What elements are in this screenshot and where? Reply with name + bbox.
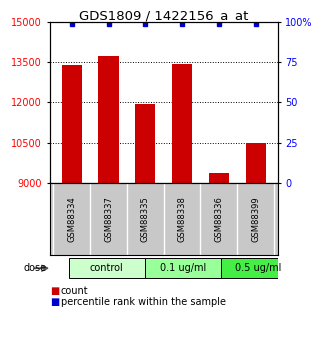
Bar — [172, 64, 192, 183]
Text: GSM88334: GSM88334 — [67, 196, 76, 242]
Text: count: count — [61, 286, 89, 296]
Bar — [209, 173, 229, 183]
Bar — [62, 65, 82, 183]
Bar — [99, 56, 119, 183]
Text: GSM88335: GSM88335 — [141, 196, 150, 242]
Bar — [69, 258, 145, 278]
Text: 0.5 ug/ml: 0.5 ug/ml — [236, 263, 282, 273]
Bar — [221, 258, 297, 278]
Bar — [246, 142, 266, 183]
Text: control: control — [90, 263, 124, 273]
Text: ■: ■ — [50, 297, 59, 307]
Text: dose: dose — [23, 263, 47, 273]
Text: percentile rank within the sample: percentile rank within the sample — [61, 297, 226, 307]
Text: GSM88399: GSM88399 — [251, 196, 260, 242]
Text: GSM88337: GSM88337 — [104, 196, 113, 242]
Text: ■: ■ — [50, 286, 59, 296]
Bar — [145, 258, 221, 278]
Text: GSM88338: GSM88338 — [178, 196, 187, 242]
Text: GSM88336: GSM88336 — [214, 196, 223, 242]
Bar — [135, 104, 155, 183]
Title: GDS1809 / 1422156_a_at: GDS1809 / 1422156_a_at — [79, 9, 248, 22]
Text: 0.1 ug/ml: 0.1 ug/ml — [160, 263, 206, 273]
